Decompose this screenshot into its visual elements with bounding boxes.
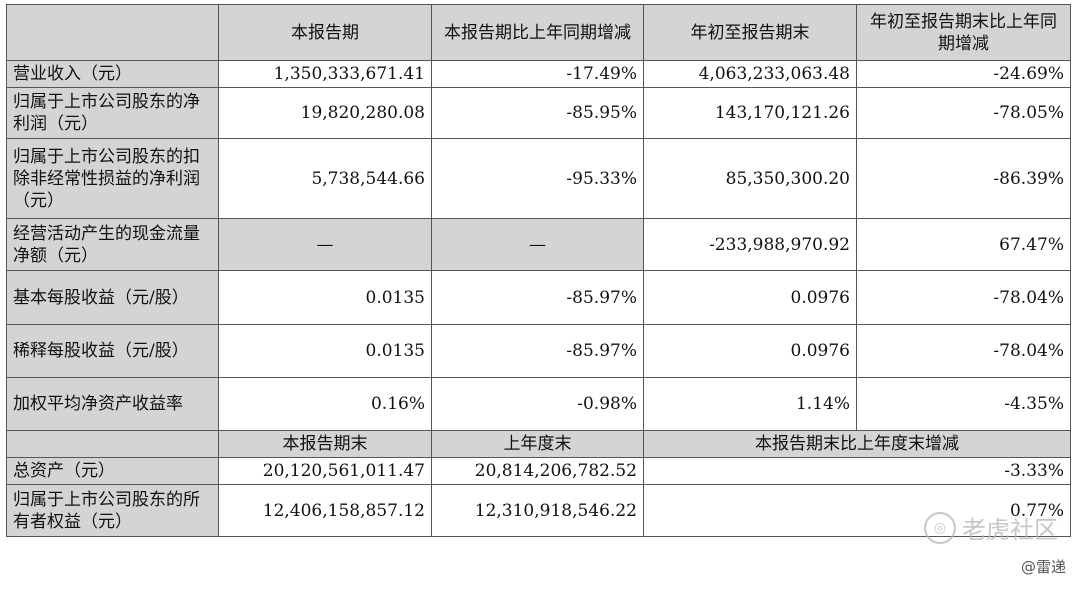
cell-value: 0.16% <box>218 377 432 431</box>
cell-value: 5,738,544.66 <box>218 138 432 219</box>
row-label: 基本每股收益（元/股） <box>6 270 219 325</box>
cell-value: 0.0976 <box>643 324 857 378</box>
table-row: 归属于上市公司股东的扣除非经常性损益的净利润（元） 5,738,544.66 -… <box>6 138 1071 219</box>
row-label: 总资产（元） <box>6 457 219 485</box>
cell-value: 1.14% <box>643 377 857 431</box>
watermark-text: 老虎社区 <box>962 516 1058 544</box>
row-label: 归属于上市公司股东的净利润（元） <box>6 87 219 139</box>
cell-value: -3.33% <box>643 457 1071 485</box>
cell-value: 1,350,333,671.41 <box>218 60 432 88</box>
financial-table: 本报告期 本报告期比上年同期增减 年初至报告期末 年初至报告期末比上年同期增减 … <box>6 4 1071 537</box>
cell-value: — <box>431 218 644 271</box>
cell-value: 20,814,206,782.52 <box>431 457 644 485</box>
table-row: 营业收入（元） 1,350,333,671.41 -17.49% 4,063,2… <box>6 60 1071 88</box>
cell-value: 0.0135 <box>218 270 432 325</box>
cell-value: -4.35% <box>856 377 1071 431</box>
cell-value: -233,988,970.92 <box>643 218 857 271</box>
cell-value: -78.04% <box>856 324 1071 378</box>
cell-value: -78.04% <box>856 270 1071 325</box>
row-label: 稀释每股收益（元/股） <box>6 324 219 378</box>
table-row: 总资产（元） 20,120,561,011.47 20,814,206,782.… <box>6 457 1071 485</box>
cell-value: 143,170,121.26 <box>643 87 857 139</box>
header-row: 本报告期 本报告期比上年同期增减 年初至报告期末 年初至报告期末比上年同期增减 <box>6 4 1071 61</box>
header-ytd-change: 年初至报告期末比上年同期增减 <box>856 4 1071 61</box>
row-label: 归属于上市公司股东的所有者权益（元） <box>6 484 219 537</box>
table-row: 归属于上市公司股东的所有者权益（元） 12,406,158,857.12 12,… <box>6 484 1071 537</box>
subheader-row: 本报告期末 上年度末 本报告期末比上年度末增减 <box>6 430 1071 458</box>
cell-value: 12,310,918,546.22 <box>431 484 644 537</box>
cell-value: — <box>218 218 432 271</box>
cell-value: -95.33% <box>431 138 644 219</box>
cell-value: 85,350,300.20 <box>643 138 857 219</box>
cell-value: -85.97% <box>431 324 644 378</box>
cell-value: 0.77% <box>643 484 1071 537</box>
watermark: ◎ 老虎社区 <box>924 510 1058 545</box>
cell-value: 0.0135 <box>218 324 432 378</box>
header-ytd: 年初至报告期末 <box>643 4 857 61</box>
subheader-corner-cell <box>6 430 219 458</box>
header-period-end-change: 本报告期末比上年度末增减 <box>643 430 1071 458</box>
tiger-logo-icon: ◎ <box>924 511 956 544</box>
credit-text: @雷递 <box>1020 558 1066 576</box>
cell-value: -85.95% <box>431 87 644 139</box>
header-current-period: 本报告期 <box>218 4 432 61</box>
header-prior-year-end: 上年度末 <box>431 430 644 458</box>
header-corner-cell <box>6 4 219 61</box>
cell-value: -86.39% <box>856 138 1071 219</box>
cell-value: 12,406,158,857.12 <box>218 484 432 537</box>
cell-value: -24.69% <box>856 60 1071 88</box>
table-row: 经营活动产生的现金流量净额（元） — — -233,988,970.92 67.… <box>6 218 1071 271</box>
cell-value: 0.0976 <box>643 270 857 325</box>
header-period-end: 本报告期末 <box>218 430 432 458</box>
cell-value: -85.97% <box>431 270 644 325</box>
cell-value: 19,820,280.08 <box>218 87 432 139</box>
cell-value: -78.05% <box>856 87 1071 139</box>
header-current-period-change: 本报告期比上年同期增减 <box>431 4 644 61</box>
cell-value: 67.47% <box>856 218 1071 271</box>
table-row: 归属于上市公司股东的净利润（元） 19,820,280.08 -85.95% 1… <box>6 87 1071 139</box>
table-row: 加权平均净资产收益率 0.16% -0.98% 1.14% -4.35% <box>6 377 1071 431</box>
cell-value: 20,120,561,011.47 <box>218 457 432 485</box>
table-row: 稀释每股收益（元/股） 0.0135 -85.97% 0.0976 -78.04… <box>6 324 1071 378</box>
row-label: 经营活动产生的现金流量净额（元） <box>6 218 219 271</box>
cell-value: -0.98% <box>431 377 644 431</box>
cell-value: -17.49% <box>431 60 644 88</box>
table-row: 基本每股收益（元/股） 0.0135 -85.97% 0.0976 -78.04… <box>6 270 1071 325</box>
row-label: 归属于上市公司股东的扣除非经常性损益的净利润（元） <box>6 138 219 219</box>
row-label: 加权平均净资产收益率 <box>6 377 219 431</box>
row-label: 营业收入（元） <box>6 60 219 88</box>
cell-value: 4,063,233,063.48 <box>643 60 857 88</box>
